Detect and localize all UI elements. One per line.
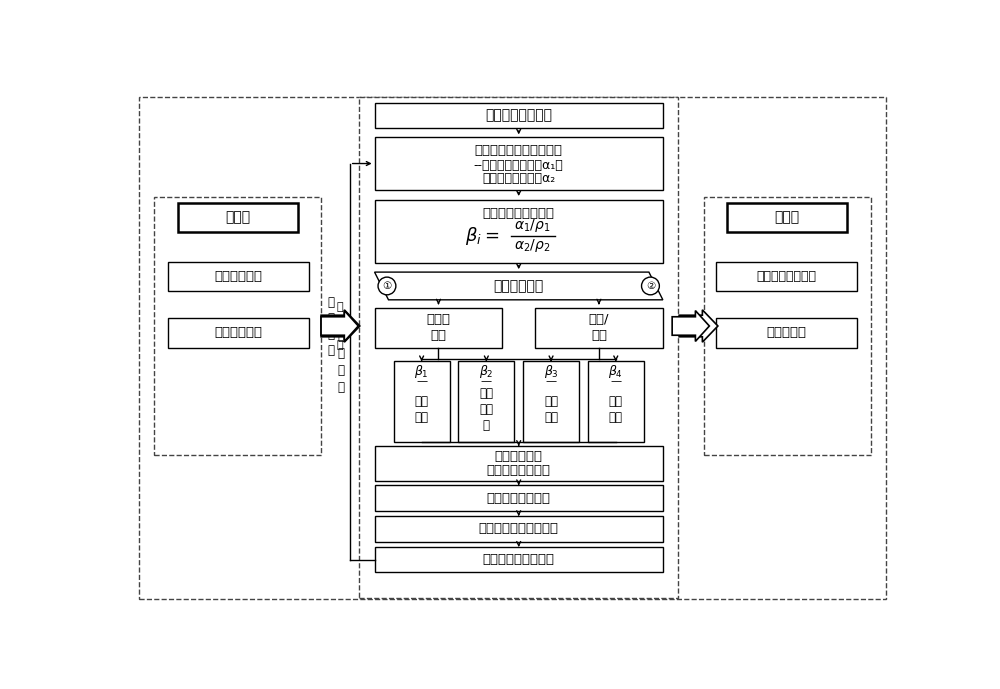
Polygon shape bbox=[672, 311, 709, 342]
Bar bbox=[375, 103, 663, 128]
Text: 整体
滑移: 整体 滑移 bbox=[415, 395, 429, 424]
Polygon shape bbox=[679, 310, 718, 342]
Bar bbox=[535, 307, 663, 347]
Text: ②: ② bbox=[646, 281, 655, 291]
Text: 计
算
流
程: 计 算 流 程 bbox=[336, 302, 343, 349]
Circle shape bbox=[642, 277, 659, 295]
Text: 求解域粒子信息更新: 求解域粒子信息更新 bbox=[483, 553, 555, 566]
Polygon shape bbox=[321, 311, 358, 342]
Circle shape bbox=[378, 277, 396, 295]
Bar bbox=[375, 200, 663, 263]
Bar bbox=[588, 362, 644, 442]
Text: 无滑移边界层施加: 无滑移边界层施加 bbox=[485, 108, 552, 123]
Text: 计
算
流
程: 计 算 流 程 bbox=[328, 296, 335, 356]
Bar bbox=[394, 362, 450, 442]
Bar bbox=[727, 203, 847, 232]
Bar bbox=[458, 362, 514, 442]
Text: —: — bbox=[416, 376, 427, 387]
Text: 两相态粒子含量之比: 两相态粒子含量之比 bbox=[483, 207, 555, 220]
Bar bbox=[704, 198, 871, 455]
Bar bbox=[359, 97, 678, 598]
Polygon shape bbox=[375, 272, 663, 300]
Text: ①: ① bbox=[382, 281, 392, 291]
Text: 紧支域内密度求和: 紧支域内密度求和 bbox=[487, 491, 551, 504]
Bar bbox=[178, 203, 298, 232]
Text: —: — bbox=[610, 376, 621, 387]
Text: 应力、动量变化率求解: 应力、动量变化率求解 bbox=[479, 522, 559, 535]
Bar bbox=[523, 362, 579, 442]
Text: 邻域内不同相态粒子搜索: 邻域内不同相态粒子搜索 bbox=[475, 144, 563, 157]
Text: 粒子参数赋值: 粒子参数赋值 bbox=[214, 327, 262, 340]
Text: 粒子求解结果输出: 粒子求解结果输出 bbox=[756, 270, 816, 283]
Text: --液相粒子质量占比α₁、: --液相粒子质量占比α₁、 bbox=[474, 158, 564, 172]
Text: 前处理: 前处理 bbox=[225, 210, 250, 225]
Text: —: — bbox=[545, 376, 557, 387]
Text: 稳定性
分析: 稳定性 分析 bbox=[426, 313, 450, 342]
Text: $\beta_3$: $\beta_3$ bbox=[544, 363, 558, 380]
Bar bbox=[716, 262, 857, 291]
Text: $\beta_4$: $\beta_4$ bbox=[608, 363, 623, 380]
Text: 后处理: 后处理 bbox=[775, 210, 800, 225]
Bar bbox=[168, 262, 309, 291]
Text: 灾变阶段判定: 灾变阶段判定 bbox=[494, 279, 544, 293]
Bar bbox=[375, 485, 663, 511]
Bar bbox=[154, 198, 321, 455]
Text: $\alpha_2/\rho_2$: $\alpha_2/\rho_2$ bbox=[514, 238, 550, 254]
Text: 固相粒子质量占比α₂: 固相粒子质量占比α₂ bbox=[482, 172, 555, 185]
Text: 碎屑
流流
动: 碎屑 流流 动 bbox=[479, 387, 493, 433]
Bar bbox=[168, 318, 309, 347]
Text: 时
步
推
进: 时 步 推 进 bbox=[337, 329, 344, 393]
Text: 泥流
流动: 泥流 流动 bbox=[544, 395, 558, 424]
Bar bbox=[375, 516, 663, 542]
Polygon shape bbox=[321, 310, 360, 342]
Bar bbox=[375, 446, 663, 481]
Text: $\beta_i=$: $\beta_i=$ bbox=[465, 225, 499, 247]
Text: 结果可视化: 结果可视化 bbox=[766, 327, 806, 340]
Bar bbox=[375, 137, 663, 189]
Text: $\beta_1$: $\beta_1$ bbox=[414, 363, 429, 380]
Text: 系统本构方程选择: 系统本构方程选择 bbox=[487, 464, 551, 477]
Text: $\alpha_1/\rho_1$: $\alpha_1/\rho_1$ bbox=[514, 218, 550, 234]
Text: $\beta_2$: $\beta_2$ bbox=[479, 363, 494, 380]
Text: 无网格粒子化: 无网格粒子化 bbox=[214, 270, 262, 283]
Text: 浊流
流动: 浊流 流动 bbox=[609, 395, 623, 424]
Bar bbox=[375, 547, 663, 573]
Bar bbox=[716, 318, 857, 347]
Text: 滑动/
堆积: 滑动/ 堆积 bbox=[589, 313, 609, 342]
Bar bbox=[375, 307, 502, 347]
Text: —: — bbox=[481, 376, 492, 387]
Text: 不同运动阶段: 不同运动阶段 bbox=[495, 450, 543, 463]
